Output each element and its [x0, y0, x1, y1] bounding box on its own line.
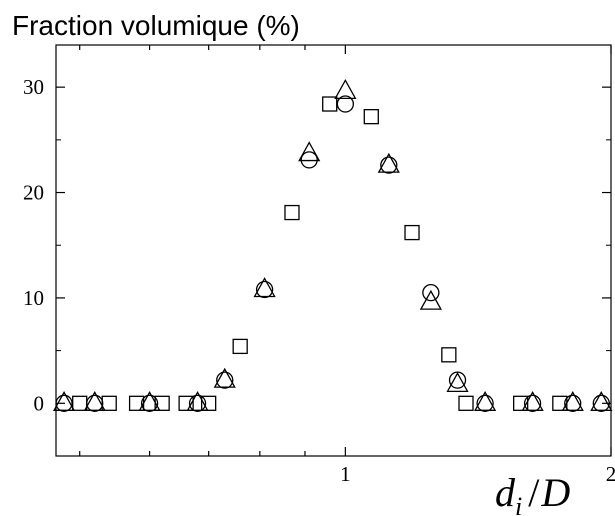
- triangle-marker: [253, 277, 276, 298]
- triangle-marker: [377, 152, 400, 173]
- circle-marker: [300, 151, 318, 169]
- circle-marker: [86, 394, 104, 412]
- circle-marker: [140, 394, 159, 412]
- y-axis-ticks: 0 10 20 30: [23, 75, 611, 415]
- triangle-marker: [298, 141, 321, 162]
- square-marker: [404, 224, 420, 241]
- square-marker: [513, 395, 529, 411]
- x-axis-title-d: d: [495, 470, 516, 515]
- plot-frame: [55, 44, 612, 457]
- x-axis-title-subscript: i: [515, 492, 522, 516]
- y-tick-label: 10: [23, 286, 44, 310]
- triangle-marker: [138, 390, 161, 411]
- square-marker: [441, 347, 457, 363]
- x-axis-title-slash: /: [528, 470, 540, 515]
- square-marker: [201, 395, 217, 411]
- circle-marker: [592, 394, 610, 412]
- x-axis-title: di/D: [495, 470, 570, 516]
- y-tick-label: 30: [23, 75, 44, 99]
- circle-marker: [336, 95, 355, 113]
- circle-marker: [476, 394, 494, 412]
- y-axis-title: Fraction volumique (%): [12, 10, 300, 41]
- triangle-marker: [561, 390, 584, 411]
- circle-marker: [422, 284, 440, 302]
- square-marker: [232, 338, 248, 355]
- circle-marker: [216, 371, 234, 389]
- square-marker: [178, 395, 194, 411]
- circle-marker: [380, 156, 398, 174]
- circle-marker: [188, 394, 207, 412]
- data-markers: [52, 79, 613, 412]
- square-marker: [72, 395, 88, 411]
- triangle-marker: [473, 390, 497, 411]
- circle-marker: [564, 394, 582, 412]
- y-tick-label: 20: [23, 181, 44, 205]
- square-marker: [363, 109, 379, 125]
- square-marker: [284, 204, 300, 221]
- square-marker: [322, 96, 338, 112]
- x-tick-label: 2: [606, 462, 615, 486]
- x-axis-title-D: D: [540, 470, 570, 515]
- triangle-marker: [446, 372, 469, 392]
- triangle-marker: [213, 367, 236, 388]
- triangle-marker: [83, 390, 106, 411]
- y-tick-label: 0: [34, 391, 45, 415]
- triangle-marker: [419, 289, 442, 310]
- triangle-marker: [590, 390, 613, 411]
- circle-marker: [255, 280, 274, 299]
- x-tick-label: 1: [340, 462, 351, 486]
- triangle-marker: [334, 79, 357, 100]
- square-marker: [458, 395, 474, 411]
- triangle-marker: [52, 390, 76, 411]
- triangle-marker: [186, 390, 209, 411]
- circle-marker: [523, 394, 542, 412]
- circle-marker: [55, 394, 73, 412]
- triangle-marker: [521, 390, 544, 411]
